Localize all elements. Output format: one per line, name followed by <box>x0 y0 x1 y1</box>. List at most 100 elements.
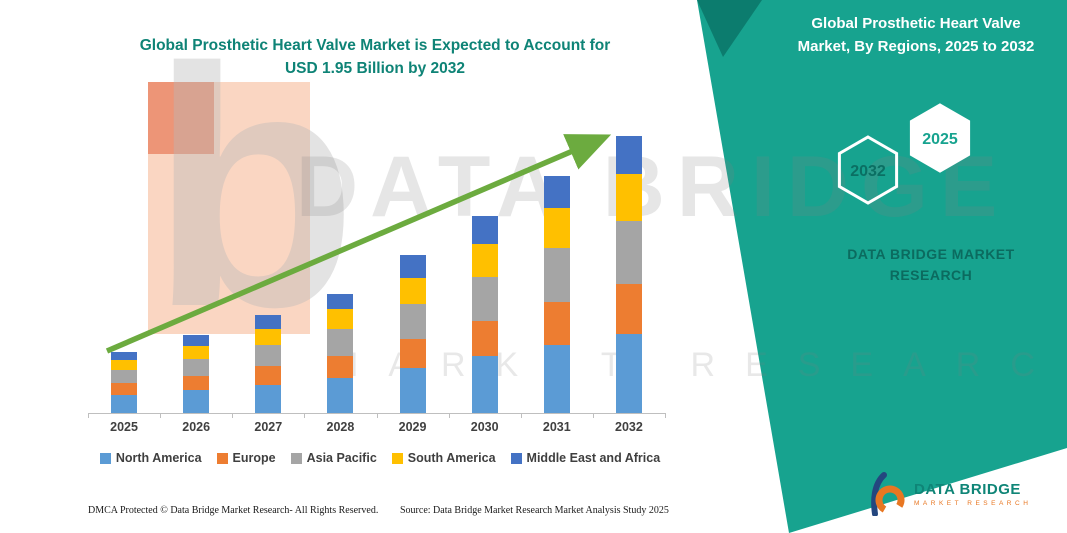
bar-segment-asia-pacific-2029 <box>399 303 426 340</box>
teal-panel-polygon <box>697 0 1067 533</box>
bar-stack-2027 <box>255 315 282 413</box>
bar-stack-2029 <box>399 255 426 413</box>
footer-source-text: Source: Data Bridge Market Research Mark… <box>400 505 669 516</box>
legend-item-south-america: South America <box>391 451 496 465</box>
bar-segment-middle-east-and-africa-2032 <box>615 136 642 175</box>
bar-segment-south-america-2030 <box>471 244 498 277</box>
year-label-2030: 2030 <box>470 420 499 434</box>
year-label-2027: 2027 <box>254 420 283 434</box>
year-label-2032: 2032 <box>615 420 643 434</box>
legend-label-europe: Europe <box>232 451 276 465</box>
x-axis-year-labels: 2025 2026 2027 2028 2029 2030 2031 2032 <box>88 420 665 434</box>
legend-swatch-europe <box>216 452 228 464</box>
bar-segment-europe-2027 <box>255 366 282 385</box>
bar-cell-2027 <box>232 113 304 413</box>
side-panel-heading-line2: Market, By Regions, 2025 to 2032 <box>797 38 1035 56</box>
legend-swatch-south-america <box>391 452 403 464</box>
bar-segment-south-america-2028 <box>327 309 354 330</box>
bar-segment-north-america-2026 <box>183 390 210 413</box>
legend-item-middle-east-and-africa: Middle East and Africa <box>510 451 661 465</box>
bar-stack-2025 <box>111 351 138 413</box>
year-label-2031: 2031 <box>542 420 571 434</box>
panel-brand-text: DATA BRIDGE MARKET RESEARCH <box>800 244 1062 286</box>
logo-name: DATA BRIDGE <box>914 481 1021 498</box>
bar-segment-europe-2032 <box>615 283 642 334</box>
bar-segment-asia-pacific-2026 <box>183 359 210 377</box>
x-axis-tick <box>520 413 522 418</box>
legend-label-asia-pacific: Asia Pacific <box>306 451 377 465</box>
legend-swatch-north-america <box>99 452 111 464</box>
legend-swatch-middle-east-and-africa <box>510 452 522 464</box>
hexagon-badges-svg: 2032 2025 <box>837 103 971 205</box>
x-axis-tick <box>88 413 89 418</box>
bar-segment-middle-east-and-africa-2027 <box>255 315 282 330</box>
bar-segment-asia-pacific-2028 <box>327 329 354 357</box>
bar-segment-middle-east-and-africa-2028 <box>327 293 354 310</box>
bar-stack-2026 <box>183 334 210 413</box>
chart-legend: North America Europe Asia Pacific South Ame… <box>60 451 700 465</box>
x-axis-tick <box>665 413 666 418</box>
bar-segment-asia-pacific-2027 <box>255 344 282 367</box>
footer-dmca-text: DMCA Protected © Data Bridge Market Rese… <box>88 505 379 516</box>
bar-segment-asia-pacific-2025 <box>111 370 138 384</box>
bar-segment-south-america-2031 <box>543 208 570 249</box>
x-axis-tick <box>448 413 450 418</box>
bar-segment-north-america-2030 <box>471 356 498 413</box>
panel-brand-line1: DATA BRIDGE MARKET <box>847 246 1015 262</box>
bar-cell-2029 <box>377 113 449 413</box>
bar-segment-asia-pacific-2032 <box>615 221 642 284</box>
hexagon-2032-label: 2032 <box>850 163 886 180</box>
panel-brand-line2: RESEARCH <box>889 267 973 283</box>
bar-segment-europe-2030 <box>471 320 498 357</box>
year-label-2025: 2025 <box>110 420 138 434</box>
teal-panel-accent-triangle <box>697 0 762 57</box>
bar-cell-2032 <box>593 113 665 413</box>
bar-segment-middle-east-and-africa-2029 <box>399 255 426 279</box>
bar-plot <box>88 113 665 413</box>
side-panel-heading: Global Prosthetic Heart Valve Market, By… <box>778 12 1054 59</box>
bar-segment-north-america-2029 <box>399 367 426 413</box>
bar-stack-2031 <box>543 175 570 413</box>
legend-swatch-asia-pacific <box>290 452 302 464</box>
databridge-logo-text: DATA BRIDGE MARKET RESEARCH <box>914 481 1031 507</box>
chart-title: Global Prosthetic Heart Valve Market is … <box>112 34 638 81</box>
bar-cell-2028 <box>304 113 376 413</box>
bar-segment-south-america-2027 <box>255 329 282 345</box>
bar-cell-2026 <box>160 113 232 413</box>
bar-segment-north-america-2032 <box>615 333 642 413</box>
chart-title-line1: Global Prosthetic Heart Valve Market is … <box>139 37 611 54</box>
bar-stack-2028 <box>327 293 354 413</box>
legend-label-south-america: South America <box>407 451 496 465</box>
bar-segment-europe-2031 <box>543 302 570 345</box>
databridge-logo: DATA BRIDGE MARKET RESEARCH <box>866 472 1031 516</box>
x-axis-tick <box>304 413 306 418</box>
bar-segment-south-america-2032 <box>615 174 642 222</box>
legend-label-middle-east-and-africa: Middle East and Africa <box>526 451 661 465</box>
hexagon-2032 <box>837 135 899 205</box>
bar-segment-middle-east-and-africa-2030 <box>471 215 498 245</box>
bar-segment-asia-pacific-2031 <box>543 248 570 303</box>
bar-segment-north-america-2031 <box>543 344 570 413</box>
bar-segment-europe-2026 <box>183 376 210 391</box>
side-panel-heading-line1: Global Prosthetic Heart Valve <box>811 15 1021 32</box>
chart-title-line2: USD 1.95 Billion by 2032 <box>284 60 466 78</box>
legend-item-north-america: North America <box>99 451 202 465</box>
bar-cell-2031 <box>521 113 593 413</box>
bar-segment-middle-east-and-africa-2025 <box>111 351 138 361</box>
databridge-logo-icon <box>871 472 905 516</box>
bar-segment-north-america-2028 <box>327 377 354 413</box>
x-axis-tick <box>232 413 234 418</box>
x-axis-tick <box>592 413 594 418</box>
bar-cell-2025 <box>88 113 160 413</box>
bar-segment-europe-2028 <box>327 356 354 378</box>
bar-segment-south-america-2026 <box>183 346 210 360</box>
hexagon-2025-label: 2025 <box>922 131 958 148</box>
bar-segment-europe-2029 <box>399 339 426 368</box>
year-label-2026: 2026 <box>182 420 211 434</box>
legend-label-north-america: North America <box>115 451 202 465</box>
legend-item-asia-pacific: Asia Pacific <box>290 451 377 465</box>
bar-segment-europe-2025 <box>111 383 138 395</box>
bar-segment-south-america-2025 <box>111 360 138 371</box>
year-label-2029: 2029 <box>398 420 427 434</box>
bar-segment-south-america-2029 <box>399 278 426 304</box>
